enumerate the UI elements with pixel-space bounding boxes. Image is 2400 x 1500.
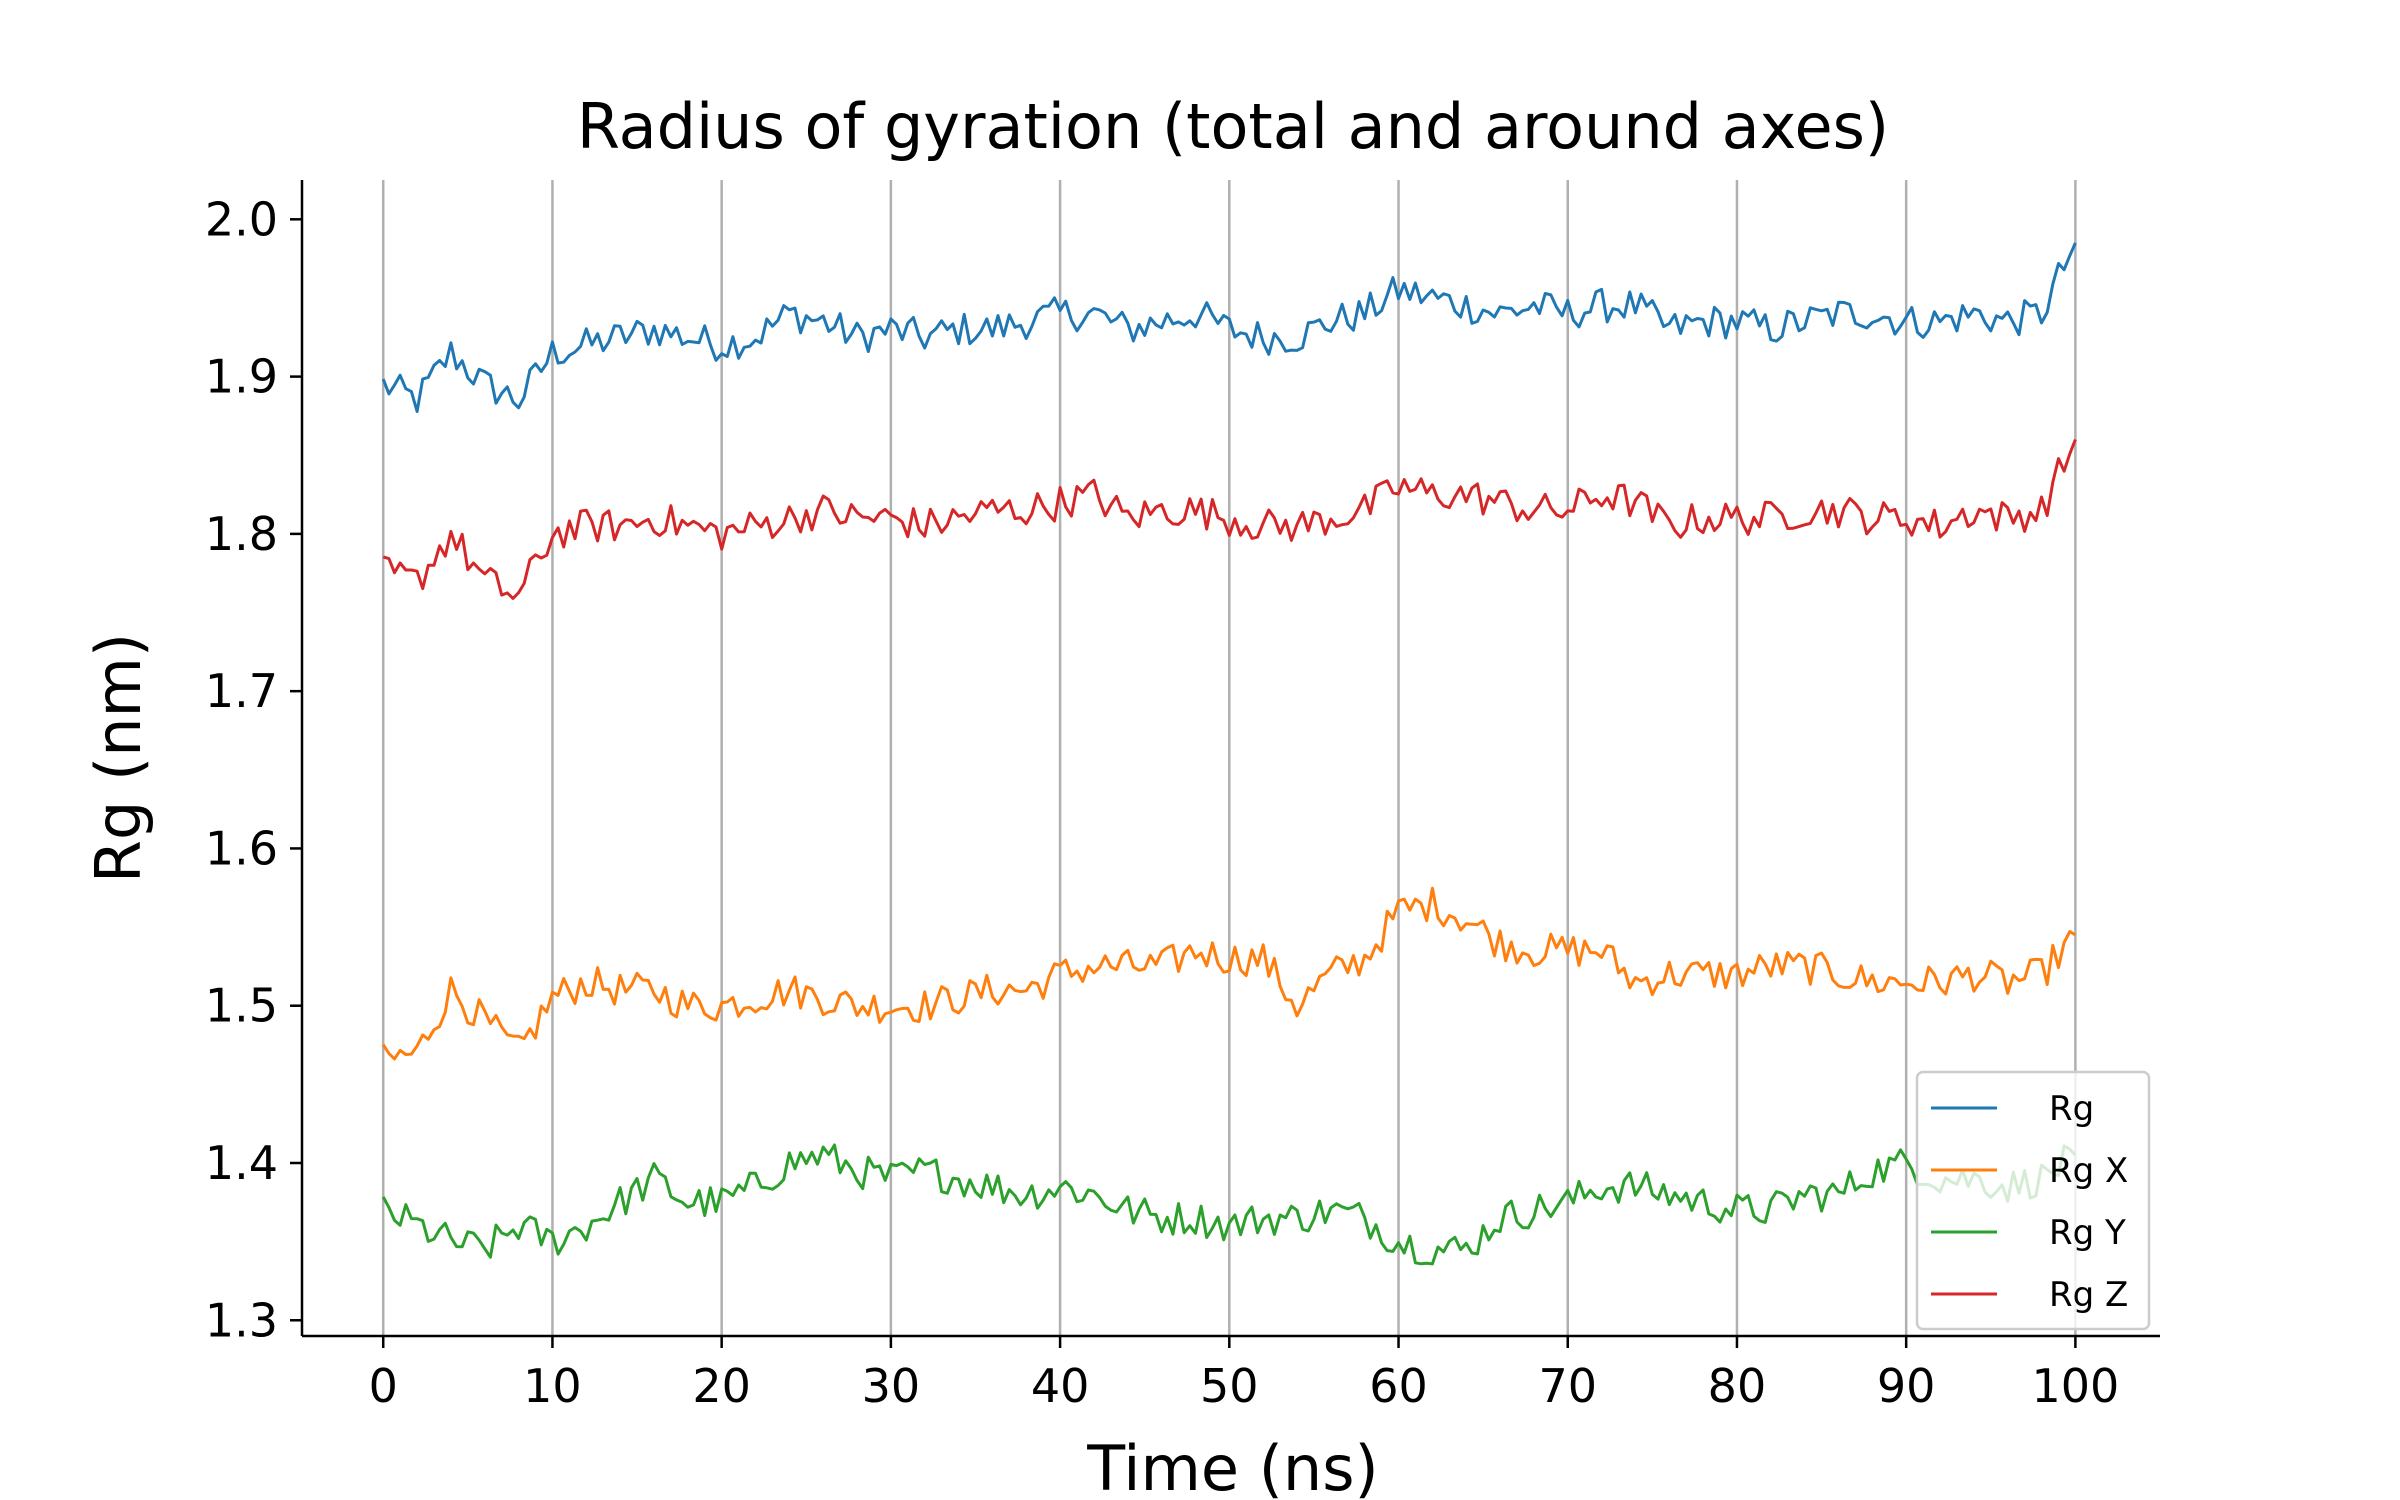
series-line-2 xyxy=(381,1143,2077,1266)
y-tick-label: 1.7 xyxy=(205,664,278,718)
y-tick-label: 1.8 xyxy=(205,507,278,561)
x-tick-label: 90 xyxy=(1877,1359,1936,1413)
x-ticks: 0 10 20 30 40 50 60 70 80 90 100 xyxy=(369,1336,2119,1413)
legend-box xyxy=(1915,1070,2151,1331)
series-line-0 xyxy=(381,242,2077,413)
x-tick-label: 80 xyxy=(1708,1359,1767,1413)
y-tick-label: 2.0 xyxy=(205,192,278,246)
x-tick-label: 50 xyxy=(1200,1359,1259,1413)
x-tick-label: 10 xyxy=(523,1359,582,1413)
y-tick-label: 1.9 xyxy=(205,350,278,404)
y-ticks: 1.3 1.4 1.5 1.6 1.7 1.8 1.9 2.0 xyxy=(205,192,302,1347)
y-tick-label: 1.4 xyxy=(205,1136,278,1190)
x-tick-label: 100 xyxy=(2031,1359,2119,1413)
axes xyxy=(300,180,2160,1338)
y-tick-label: 1.3 xyxy=(205,1293,278,1347)
chart-title: Radius of gyration (total and around axe… xyxy=(577,90,1889,163)
x-tick-label: 60 xyxy=(1369,1359,1428,1413)
series-lines xyxy=(381,242,2077,1266)
series-line-1 xyxy=(381,886,2077,1061)
legend: Rg Rg X Rg Y Rg Z xyxy=(1915,1070,2151,1331)
x-axis-label: Time (ns) xyxy=(1086,1432,1378,1500)
legend-label: Rg Z xyxy=(2049,1275,2128,1315)
x-tick-label: 20 xyxy=(692,1359,751,1413)
series-line-3 xyxy=(382,438,2077,600)
y-tick-label: 1.5 xyxy=(205,979,278,1033)
x-tick-label: 30 xyxy=(862,1359,921,1413)
x-tick-label: 70 xyxy=(1538,1359,1597,1413)
legend-label: Rg xyxy=(2049,1089,2094,1129)
y-tick-label: 1.6 xyxy=(205,821,278,875)
legend-label: Rg X xyxy=(2049,1151,2128,1191)
y-axis-label: Rg (nm) xyxy=(82,633,155,883)
legend-label: Rg Y xyxy=(2049,1213,2126,1253)
x-tick-label: 40 xyxy=(1031,1359,1090,1413)
x-tick-label: 0 xyxy=(369,1359,398,1413)
